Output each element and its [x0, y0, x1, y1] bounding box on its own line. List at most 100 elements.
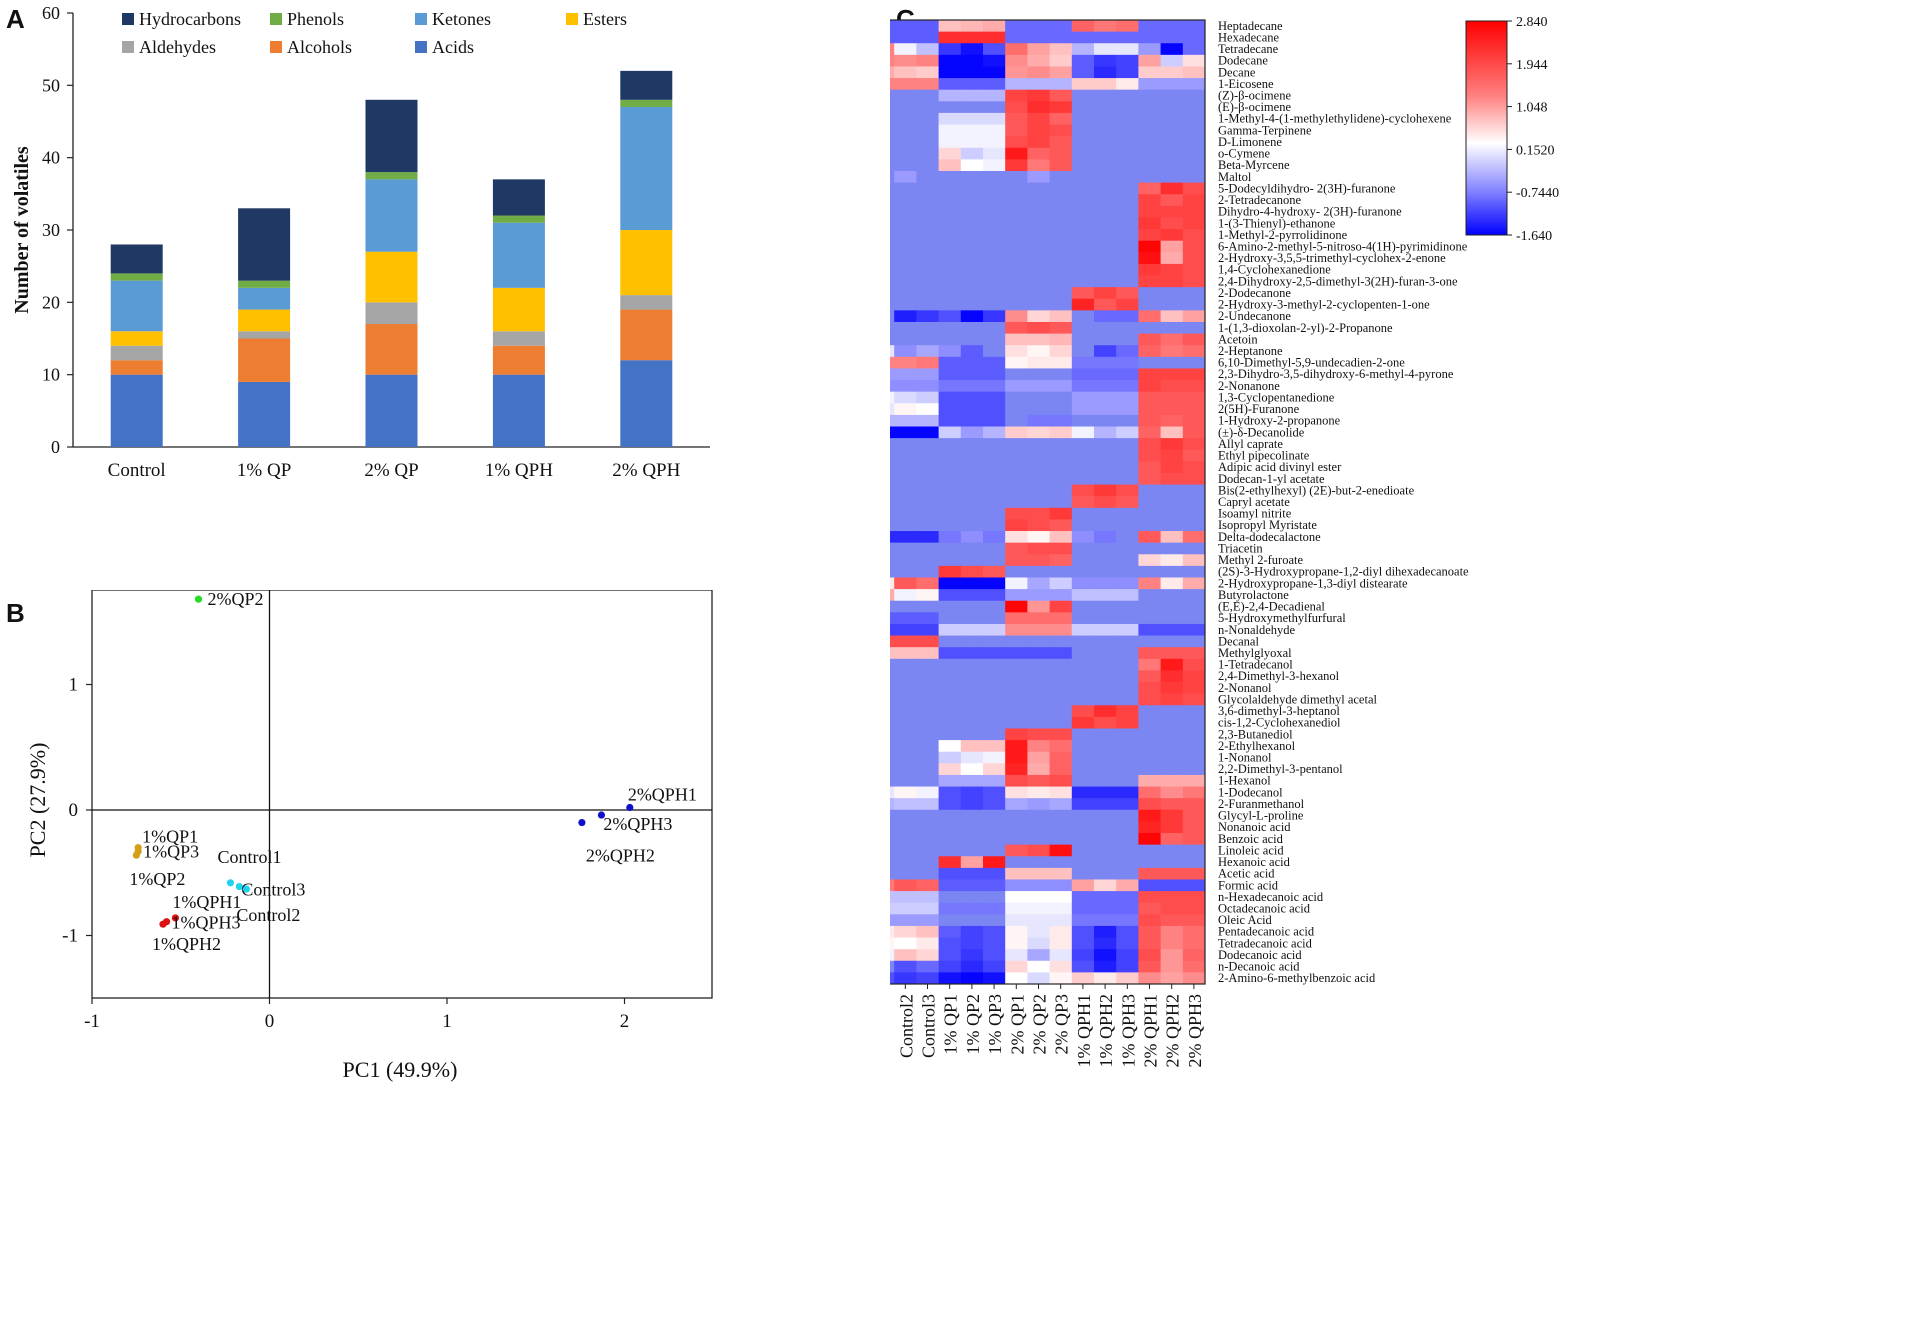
heatmap-cell: [1160, 229, 1184, 242]
heatmap-cell: [894, 147, 917, 160]
heatmap-cell: [1138, 310, 1161, 323]
heatmap-cell: [890, 623, 895, 636]
heatmap-cell: [938, 728, 962, 741]
heatmap-cell: [1049, 263, 1073, 276]
point-label: 1%QPH2: [152, 934, 221, 954]
heatmap-cell: [894, 461, 917, 474]
heatmap-cell: [1071, 414, 1095, 427]
heatmap-cell: [1182, 263, 1206, 276]
bar-aldehydes: [238, 331, 291, 339]
point-label: 1%QPH3: [172, 913, 241, 933]
heatmap-cell: [1027, 867, 1050, 880]
bar-acids: [492, 374, 545, 447]
heatmap-cell: [894, 252, 917, 265]
heatmap-cell: [1138, 112, 1161, 125]
row-label: (2S)-3-Hydroxypropane-1,2-diyl dihexadec…: [1218, 565, 1469, 579]
point-control3: [235, 882, 243, 891]
heatmap-cell: [1138, 728, 1161, 741]
heatmap-cell: [960, 54, 984, 67]
heatmap-cell: [894, 867, 917, 880]
row-label: Bis(2-ethylhexyl) (2E)-but-2-enedioate: [1218, 483, 1415, 497]
heatmap-cell: [1138, 170, 1161, 184]
heatmap-cell: [890, 914, 895, 927]
heatmap-cell: [1094, 229, 1117, 242]
heatmap-cell: [1182, 600, 1206, 613]
colorbar: [1465, 20, 1508, 236]
column-label: 1% QP3: [985, 994, 1005, 1055]
heatmap-cell: [1182, 78, 1206, 91]
heatmap-cell: [1027, 658, 1050, 671]
heatmap-cell: [960, 658, 984, 671]
bar-alcohols: [492, 345, 545, 375]
row-label: 1,3-Cyclopentanedione: [1218, 390, 1335, 404]
heatmap-cell: [938, 902, 962, 915]
heatmap-cell: [1138, 821, 1161, 834]
heatmap-cell: [1094, 54, 1117, 67]
x-tick-label: 2% QPH: [612, 460, 680, 481]
heatmap-cell: [916, 438, 939, 451]
row-label: (Z)-β-ocimene: [1218, 88, 1291, 102]
heatmap-cell: [960, 472, 984, 485]
heatmap-cell: [1182, 414, 1206, 427]
heatmap-cell: [916, 949, 939, 962]
heatmap-cell: [1116, 856, 1139, 869]
y-tick-label: 60: [42, 3, 60, 23]
heatmap-cell: [1049, 740, 1073, 753]
row-label: 2-Ethylhexanol: [1218, 739, 1296, 753]
heatmap-cell: [890, 124, 895, 137]
heatmap-cell: [1027, 356, 1050, 369]
heatmap-cell: [1027, 43, 1050, 56]
heatmap-cell: [1005, 682, 1028, 695]
heatmap-cell: [890, 658, 895, 671]
bar-phenols: [492, 215, 545, 223]
heatmap-cell: [1049, 391, 1073, 404]
heatmap-cell: [1005, 507, 1028, 520]
heatmap-cell: [1049, 600, 1073, 613]
heatmap-cell: [1049, 275, 1073, 288]
heatmap-cell: [983, 531, 1006, 544]
heatmap-cell: [916, 891, 939, 904]
heatmap-cell: [983, 809, 1006, 822]
heatmap-cell: [1094, 101, 1117, 114]
heatmap-cell: [894, 287, 917, 300]
heatmap-cell: [1071, 345, 1095, 358]
heatmap-cell: [1071, 403, 1095, 416]
x-axis-title: PC1 (49.9%): [343, 1057, 458, 1082]
heatmap-cell: [894, 136, 917, 149]
heatmap-cell: [890, 600, 895, 613]
heatmap-cell: [1094, 972, 1117, 985]
heatmap-cell: [894, 682, 917, 695]
heatmap-cell: [1027, 914, 1050, 927]
heatmap-cell: [1138, 89, 1161, 102]
heatmap-cell: [1071, 496, 1095, 509]
heatmap-cell: [960, 612, 984, 625]
heatmap-cell: [1049, 565, 1073, 578]
legend-item-hydrocarbons: Hydrocarbons: [122, 9, 241, 29]
heatmap-cell: [1005, 496, 1028, 509]
row-label: Dodecane: [1218, 54, 1268, 68]
heatmap-cell: [916, 716, 939, 729]
heatmap-cell: [938, 833, 962, 846]
heatmap-cell: [938, 786, 962, 799]
heatmap-cell: [1160, 112, 1184, 125]
heatmap-cell: [983, 763, 1006, 776]
heatmap-cell: [916, 565, 939, 578]
heatmap-cell: [1071, 159, 1095, 172]
bar-esters: [492, 287, 545, 332]
heatmap-cell: [1138, 635, 1161, 648]
row-label: Capryl acetate: [1218, 495, 1290, 509]
y-tick-label: -1: [62, 926, 78, 947]
heatmap-cell: [1116, 356, 1139, 369]
heatmap-cell: [1182, 914, 1206, 927]
heatmap-grid: [890, 20, 1206, 985]
heatmap-cell: [890, 751, 895, 764]
bar-alcohols: [620, 309, 673, 361]
heatmap-cell: [1071, 252, 1095, 265]
heatmap-cell: [1071, 635, 1095, 648]
row-label: n-Nonaldehyde: [1218, 623, 1296, 637]
heatmap-cell: [983, 345, 1006, 358]
heatmap-cell: [894, 426, 917, 439]
heatmap-cell: [983, 670, 1006, 683]
heatmap-cell: [1071, 809, 1095, 822]
heatmap-cell: [938, 507, 962, 520]
